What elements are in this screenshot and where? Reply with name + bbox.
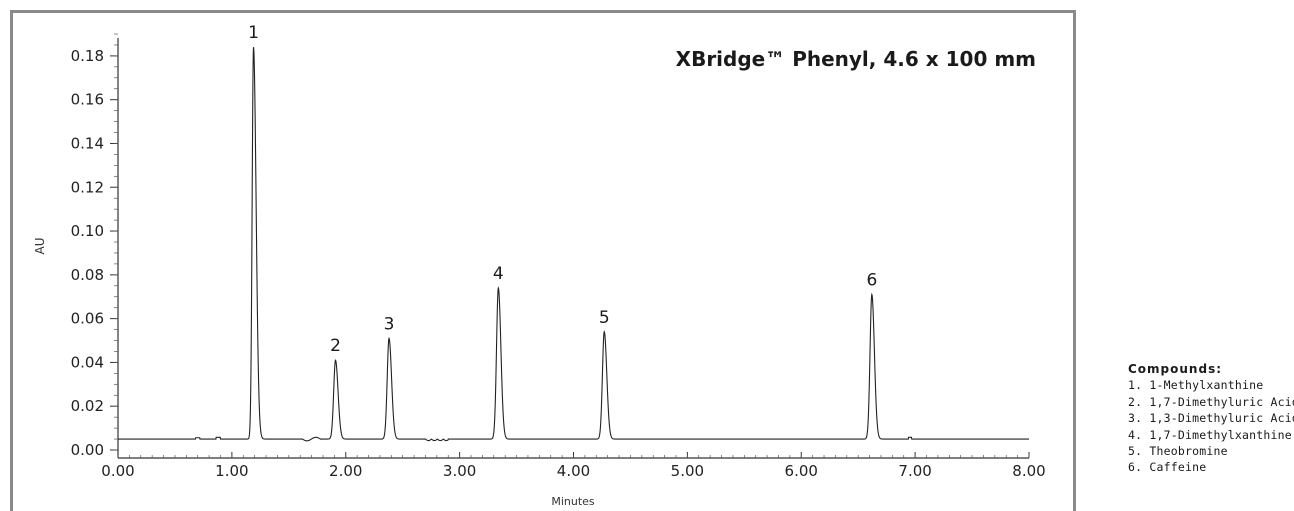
x-tick-label: 6.00 <box>785 462 818 480</box>
x-tick-label: 8.00 <box>1012 462 1045 480</box>
peak-label: 3 <box>384 314 395 334</box>
x-tick-label: 5.00 <box>671 462 704 480</box>
x-tick-label: 0.00 <box>101 462 134 480</box>
y-tick-label: 0.06 <box>71 310 104 328</box>
chart-title: XBridge™ Phenyl, 4.6 x 100 mm <box>676 47 1036 71</box>
x-tick-label: 2.00 <box>329 462 362 480</box>
y-tick-label: 0.00 <box>71 441 104 459</box>
y-tick-label: 0.04 <box>71 353 104 371</box>
x-axis-label: Minutes <box>551 495 595 508</box>
chromatogram-trace <box>118 47 1029 442</box>
x-tick-label: 7.00 <box>898 462 931 480</box>
x-tick-label: 4.00 <box>557 462 590 480</box>
y-tick-label: 0.14 <box>71 134 104 152</box>
y-tick-label: 0.18 <box>71 47 104 65</box>
peak-label: 1 <box>248 23 259 43</box>
legend-title: Compounds: <box>1128 362 1223 376</box>
x-tick-label: 3.00 <box>443 462 476 480</box>
y-tick-label: 0.10 <box>71 222 104 240</box>
chart-frame <box>10 10 1076 511</box>
chromatogram-chart: 0.00 1.00 2.00 3.00 4.00 5.00 6.00 7.00 8.00 0.0… <box>33 23 1046 508</box>
legend-item: 2. 1,7-Dimethyluric Acid <box>1128 394 1294 409</box>
compounds-legend: Compounds: 1. 1-Methylxanthine 2. 1,7-Di… <box>1128 361 1294 476</box>
peak-label: 6 <box>866 271 877 291</box>
y-axis-label: AU <box>33 238 47 255</box>
y-tick-label: 0.08 <box>71 266 104 284</box>
legend-item: 3. 1,3-Dimethyluric Acid <box>1128 411 1294 426</box>
legend-item: 6. Caffeine <box>1128 460 1207 475</box>
legend-item: 4. 1,7-Dimethylxanthine <box>1128 427 1292 442</box>
peak-label: 5 <box>599 308 610 328</box>
legend-item: 5. Theobromine <box>1128 444 1228 459</box>
peak-label: 2 <box>330 336 341 356</box>
peak-label: 4 <box>493 264 504 284</box>
y-tick-label: 0.12 <box>71 178 104 196</box>
x-tick-label: 1.00 <box>215 462 248 480</box>
y-tick-label: 0.02 <box>71 397 104 415</box>
y-tick-label: 0.16 <box>71 91 104 109</box>
legend-item: 1. 1-Methylxanthine <box>1128 378 1264 393</box>
